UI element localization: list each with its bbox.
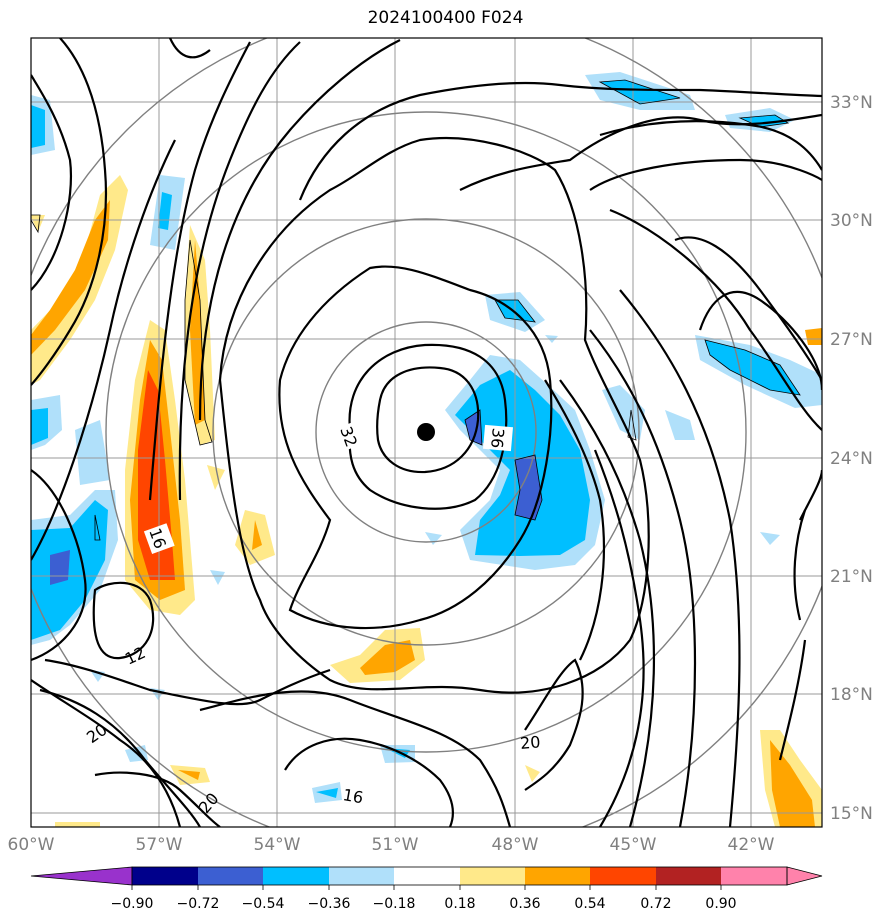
colorbar: −0.90 −0.72 −0.54 −0.36 −0.18 0.18 0.36 …	[30, 866, 823, 912]
range-rings	[31, 38, 822, 827]
map-panel: 32 36 16 12 20 20 20 16	[31, 38, 822, 827]
lat-label: 15°N	[830, 804, 873, 824]
colorbar-tick-label: 0.90	[705, 896, 736, 912]
shading-outlines	[31, 79, 801, 541]
lon-label: 51°W	[372, 835, 419, 855]
contour-labels: 32 36 16 12 20 20 20 16	[83, 419, 541, 817]
contour-label: 16	[341, 785, 364, 807]
map-frame	[30, 37, 823, 828]
lon-label: 57°W	[136, 835, 183, 855]
colorbar-tick-label: 0.72	[640, 896, 671, 912]
lat-label: 27°N	[830, 330, 873, 350]
colorbar-tick-label: −0.72	[177, 896, 220, 912]
colorbar-tick-label: −0.18	[373, 896, 416, 912]
height-contours	[31, 38, 822, 827]
lon-label: 45°W	[610, 835, 657, 855]
lat-label: 33°N	[830, 93, 873, 113]
colorbar-tick-label: 0.18	[444, 896, 475, 912]
lat-label: 18°N	[830, 685, 873, 705]
lat-label: 21°N	[830, 567, 873, 587]
lon-label: 42°W	[728, 835, 775, 855]
contour-label: 36	[487, 427, 508, 449]
colorbar-tick-label: 0.36	[509, 896, 540, 912]
lat-label: 30°N	[830, 211, 873, 231]
lat-label: 24°N	[830, 449, 873, 469]
storm-center-marker	[417, 423, 435, 441]
shading-cold	[31, 72, 822, 803]
map-title: 2024100400 F024	[367, 8, 524, 28]
lon-label: 48°W	[492, 835, 539, 855]
contour-label: 20	[519, 732, 541, 753]
colorbar-tick-label: 0.54	[574, 896, 605, 912]
colorbar-tick-label: −0.54	[242, 896, 285, 912]
lon-label: 60°W	[8, 835, 55, 855]
lon-label: 54°W	[254, 835, 301, 855]
graticule	[31, 38, 822, 827]
colorbar-tick-label: −0.36	[308, 896, 351, 912]
colorbar-tick-label: −0.90	[111, 896, 154, 912]
longitude-labels: 60°W 57°W 54°W 51°W 48°W 45°W 42°W	[8, 835, 775, 855]
latitude-labels: 33°N 30°N 27°N 24°N 21°N 18°N 15°N	[830, 93, 873, 824]
